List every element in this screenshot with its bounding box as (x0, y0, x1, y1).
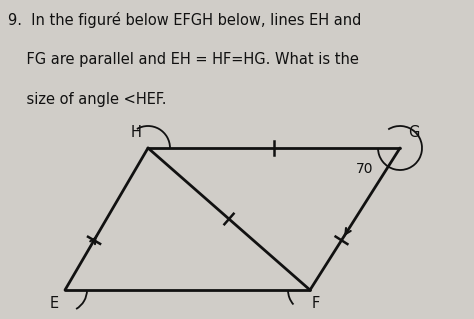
Text: E: E (50, 296, 59, 311)
Text: FG are parallel and EH = HF=HG. What is the: FG are parallel and EH = HF=HG. What is … (8, 52, 359, 67)
Text: 9.  In the figuré below EFGH below, lines EH and: 9. In the figuré below EFGH below, line… (8, 12, 361, 28)
Text: G: G (408, 125, 419, 140)
Text: 70: 70 (356, 162, 374, 176)
Text: size of angle <HEF.: size of angle <HEF. (8, 92, 166, 107)
Text: H: H (131, 125, 142, 140)
Text: F: F (312, 296, 320, 311)
